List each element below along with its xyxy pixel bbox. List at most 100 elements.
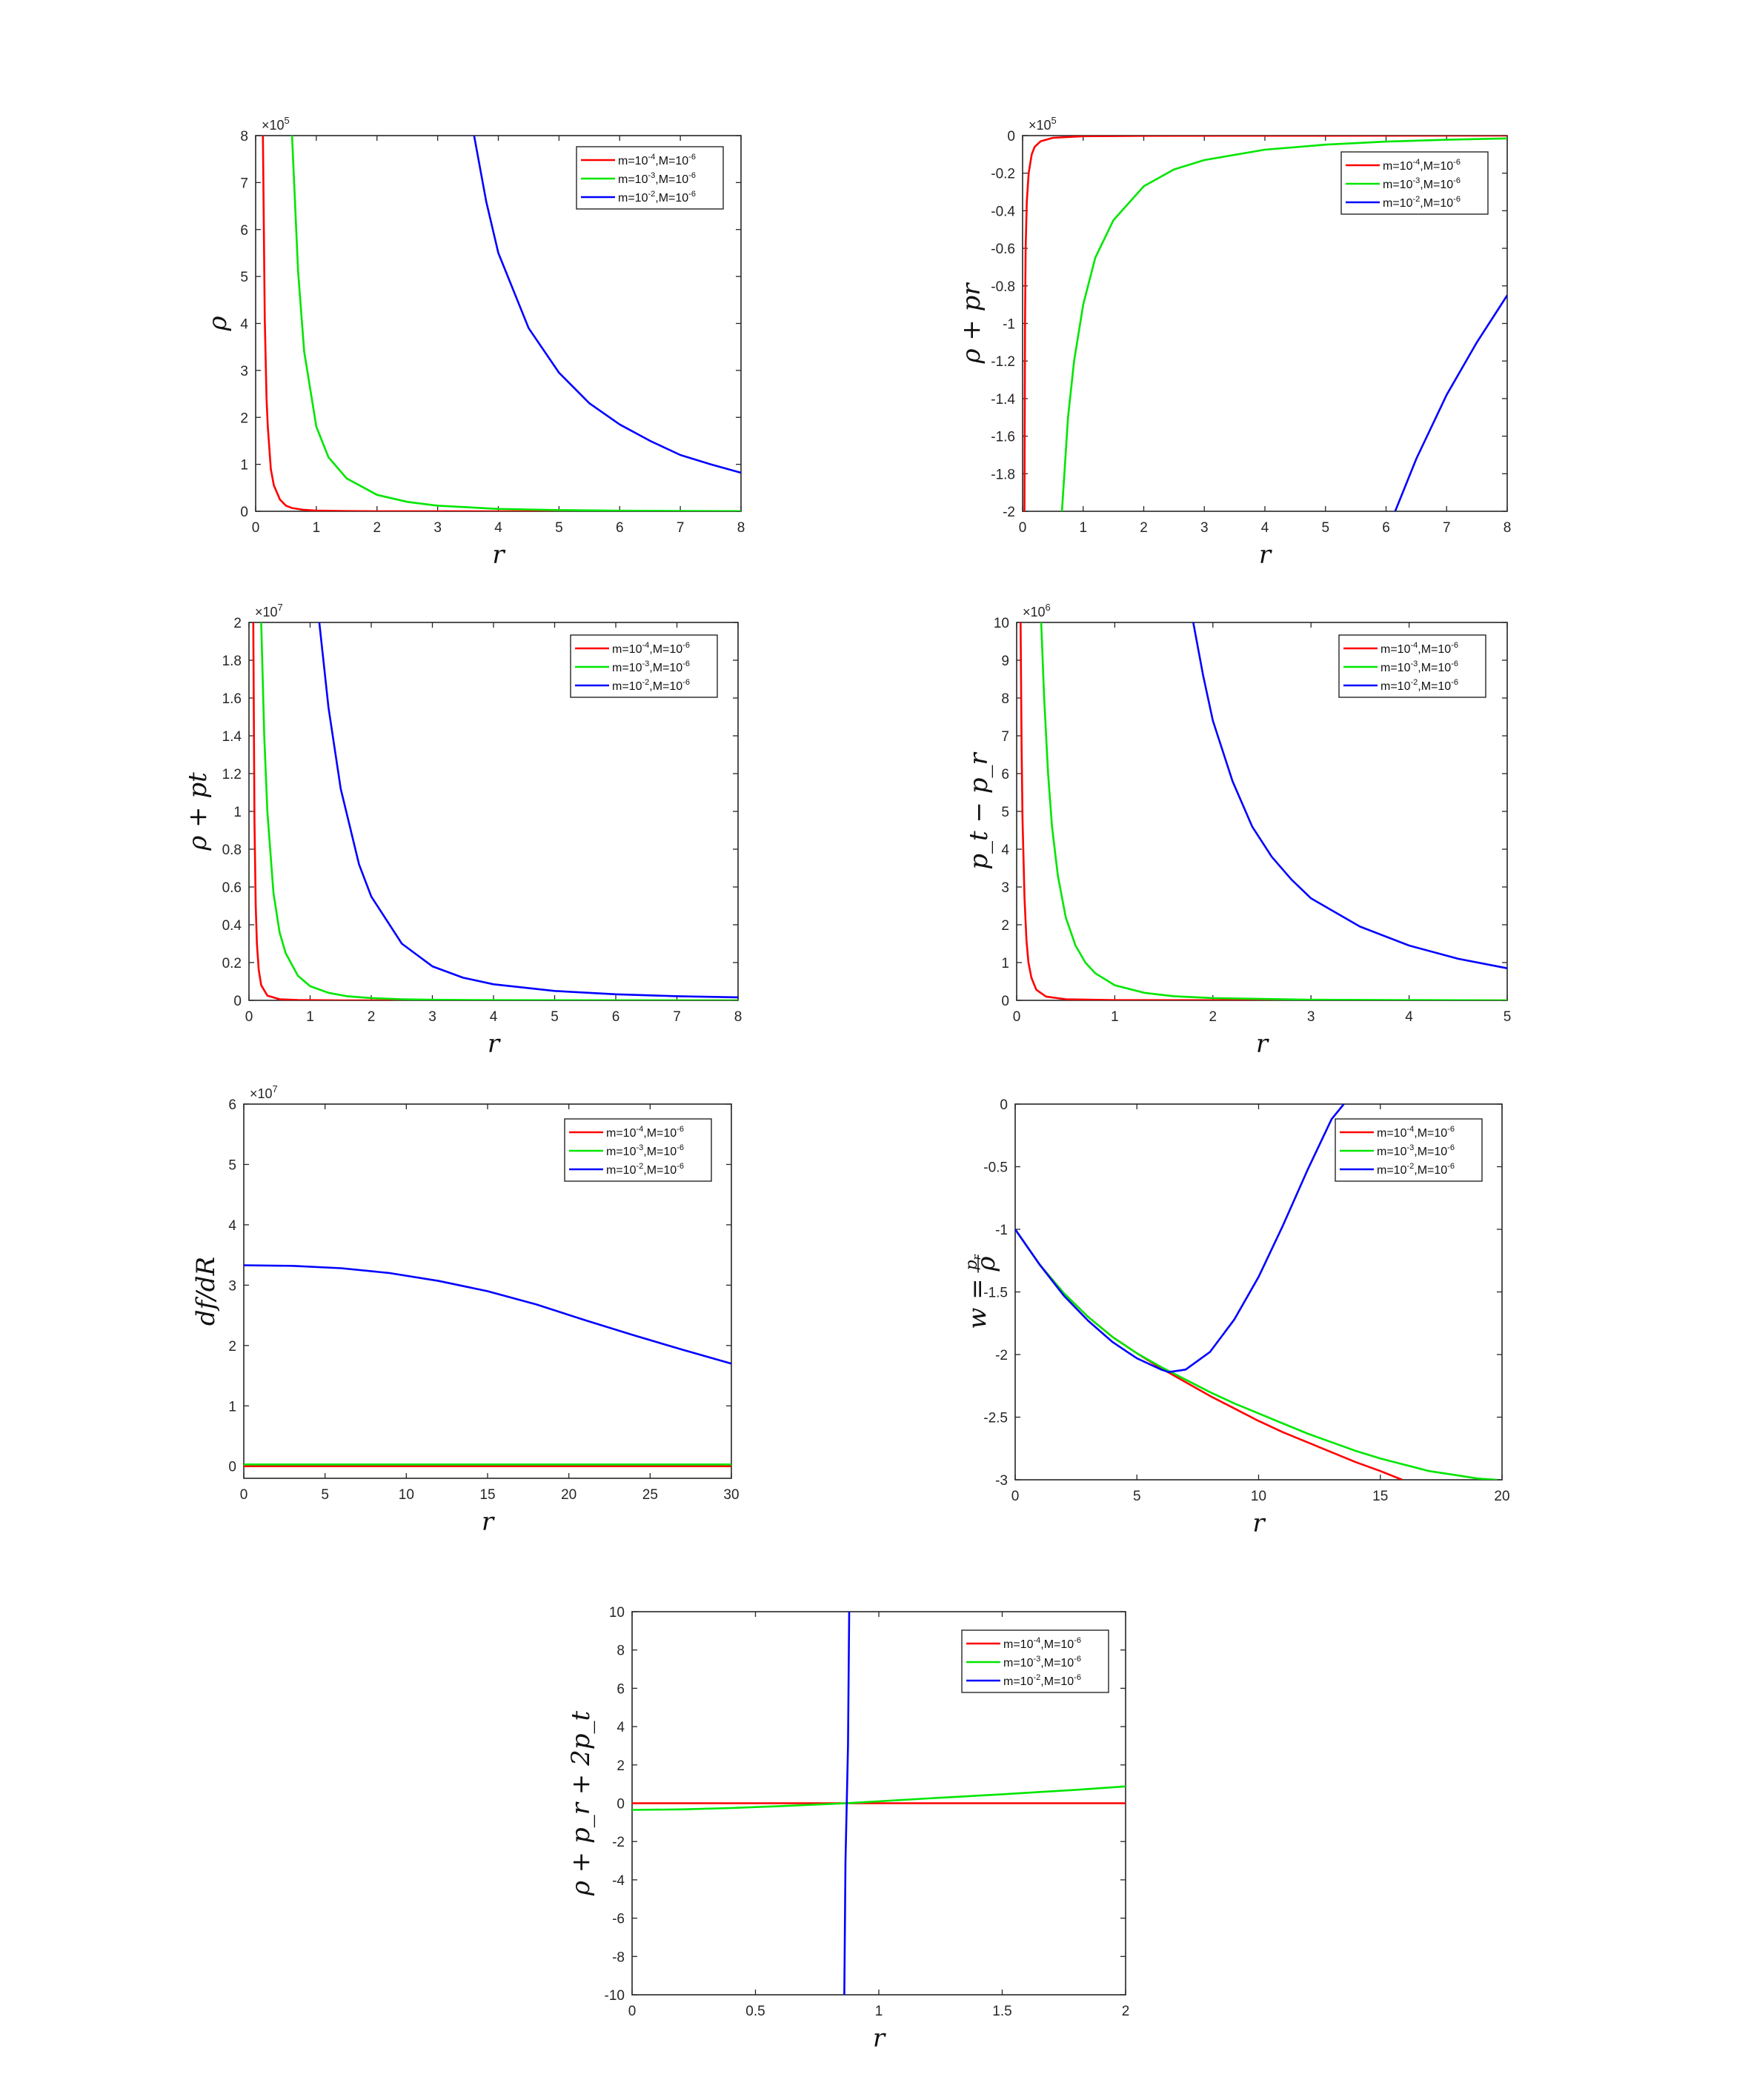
x-axis-label: r xyxy=(873,2024,886,2053)
legend-entry-2: m=10-3,M=10-6 xyxy=(1003,1655,1081,1669)
y-tick-label: -2 xyxy=(612,1835,625,1850)
x-tick-label: 3 xyxy=(1200,520,1209,536)
x-tick-label: 0 xyxy=(252,520,260,536)
x-tick-label: 5 xyxy=(555,520,563,536)
chart-rho: 0 1 2 3 4 5 6 7 8012345678×105rρm=10-4,M=10-6m=1… xyxy=(203,115,745,570)
y-tick-label: 6 xyxy=(228,1097,236,1113)
x-tick-label: 2 xyxy=(1209,1009,1217,1025)
y-tick-label: 0 xyxy=(617,1797,625,1812)
legend-entry-3: m=10-2,M=10-6 xyxy=(1380,678,1458,693)
legend-entry-3: m=10-2,M=10-6 xyxy=(1383,195,1461,210)
legend: m=10-4,M=10-6 m=10-3,M=10-6 m=10-2,M=10-6 xyxy=(961,1629,1109,1693)
x-tick-label: 0 xyxy=(1011,1489,1020,1504)
y-tick-label: -1.8 xyxy=(991,467,1015,482)
legend-entry-2: m=10-3,M=10-6 xyxy=(618,171,696,186)
x-tick-label: 5 xyxy=(1321,520,1329,536)
x-tick-label: 8 xyxy=(734,1009,742,1025)
legend: m=10-4,M=10-6 m=10-3,M=10-6 m=10-2,M=10-6 xyxy=(576,146,724,210)
series-line-1 xyxy=(252,622,738,1000)
x-tick-label: 1 xyxy=(1079,520,1087,536)
x-tick-label: 1 xyxy=(306,1009,314,1025)
series-line-3 xyxy=(843,1612,851,1995)
legend-entry-1: m=10-4,M=10-6 xyxy=(612,641,690,656)
y-multiplier: ×105 xyxy=(1029,115,1057,133)
x-tick-label: 10 xyxy=(1251,1489,1266,1504)
y-tick-label: 8 xyxy=(617,1644,625,1659)
x-tick-label: 0 xyxy=(628,2004,637,2019)
x-tick-label: 4 xyxy=(494,520,502,536)
x-axis-label: r xyxy=(1252,1509,1266,1538)
x-tick-label: 0 xyxy=(1013,1009,1021,1025)
y-tick-label: 0 xyxy=(1001,994,1009,1009)
x-tick-label: 10 xyxy=(399,1487,414,1503)
y-tick-label: 6 xyxy=(1001,767,1009,782)
y-tick-label: -2.5 xyxy=(983,1411,1008,1426)
y-tick-label: -10 xyxy=(605,1988,625,2004)
y-tick-label: -1.5 xyxy=(983,1286,1008,1301)
chart-df_dR: 0 5 10 15 20 25 30 0 1 2 3 4 5 6 ×107 r df/dR m=10-4,M=10… xyxy=(191,1083,740,1537)
y-tick-label: 0 xyxy=(1000,1097,1008,1113)
x-tick-label: 5 xyxy=(1504,1009,1512,1025)
series-line-3 xyxy=(244,1264,731,1365)
x-tick-label: 25 xyxy=(642,1487,658,1503)
x-tick-label: 3 xyxy=(1307,1009,1315,1025)
legend-entry-3: m=10-2,M=10-6 xyxy=(606,1162,684,1177)
y-tick-label: 7 xyxy=(1001,729,1009,745)
y-tick-label: 3 xyxy=(228,1278,236,1294)
y-tick-label: 0.2 xyxy=(222,956,242,971)
y-tick-label: -1 xyxy=(1003,317,1015,333)
x-axis-label: r xyxy=(492,540,505,570)
series-line-2 xyxy=(1060,137,1507,511)
y-tick-label: 9 xyxy=(1001,654,1009,669)
x-tick-label: 2 xyxy=(1122,2004,1130,2019)
y-axis-label: p_t − p_r xyxy=(964,751,994,869)
y-tick-label: 2 xyxy=(617,1758,625,1774)
y-tick-label: -1.6 xyxy=(991,430,1015,445)
y-tick-label: 2 xyxy=(233,616,242,631)
x-tick-label: 8 xyxy=(737,520,745,536)
y-tick-label: 2 xyxy=(228,1339,236,1355)
y-multiplier: ×107 xyxy=(255,602,283,619)
chart-rho_plus_pr: 0 1 2 3 4 5 6 7 8 -2 -1.8 -1.6 -1.4 -1.2 -1 -0.8 -0.6 -0.… xyxy=(957,115,1511,570)
x-tick-label: 15 xyxy=(479,1487,495,1503)
series-line-2 xyxy=(260,622,738,1000)
y-axis-label-denominator: ρ xyxy=(971,1257,1001,1272)
x-tick-label: 5 xyxy=(1133,1489,1141,1504)
x-tick-label: 7 xyxy=(677,520,685,536)
x-tick-label: 0 xyxy=(245,1009,253,1025)
y-tick-label: 1.6 xyxy=(222,691,242,707)
y-tick-label: 8 xyxy=(1001,691,1009,707)
series-line-3 xyxy=(473,136,741,474)
legend-entry-2: m=10-3,M=10-6 xyxy=(606,1143,684,1158)
y-tick-label: -0.8 xyxy=(991,279,1015,295)
x-tick-label: 3 xyxy=(428,1009,436,1025)
legend: m=10-4,M=10-6 m=10-3,M=10-6 m=10-2,M=10-6 xyxy=(1338,634,1486,698)
y-tick-label: 1 xyxy=(228,1399,236,1415)
x-tick-label: 2 xyxy=(1140,520,1148,536)
y-tick-label: 6 xyxy=(617,1681,625,1697)
x-tick-label: 6 xyxy=(616,520,624,536)
x-tick-label: 0.5 xyxy=(745,2004,765,2019)
legend-entry-3: m=10-2,M=10-6 xyxy=(1003,1673,1081,1688)
x-tick-label: 4 xyxy=(1261,520,1269,536)
x-axis-label: r xyxy=(482,1507,495,1537)
x-tick-label: 0 xyxy=(1019,520,1027,536)
y-tick-label: 1 xyxy=(1001,956,1009,971)
y-tick-label: 2 xyxy=(1001,918,1009,934)
x-tick-label: 15 xyxy=(1372,1489,1388,1504)
y-tick-label: 2 xyxy=(240,411,248,426)
chart-pt_minus_pr: 0 1 2 3 4 5 0 1 2 3 4 5 6 7 8 9 10 ×106 r p_t − p_r m=10-4,M… xyxy=(964,602,1511,1059)
x-axis-label: r xyxy=(488,1029,501,1059)
y-tick-label: -1 xyxy=(995,1223,1008,1238)
x-tick-label: 4 xyxy=(1405,1009,1413,1025)
series-line-3 xyxy=(318,622,738,999)
y-tick-label: 4 xyxy=(1001,843,1009,858)
legend-entry-3: m=10-2,M=10-6 xyxy=(1377,1162,1455,1177)
legend-entry-3: m=10-2,M=10-6 xyxy=(618,190,696,205)
x-tick-label: 5 xyxy=(551,1009,559,1025)
y-tick-label: 4 xyxy=(228,1218,236,1234)
y-tick-label: -0.2 xyxy=(991,167,1015,182)
legend-entry-2: m=10-3,M=10-6 xyxy=(1380,659,1458,674)
x-tick-label: 2 xyxy=(373,520,381,536)
